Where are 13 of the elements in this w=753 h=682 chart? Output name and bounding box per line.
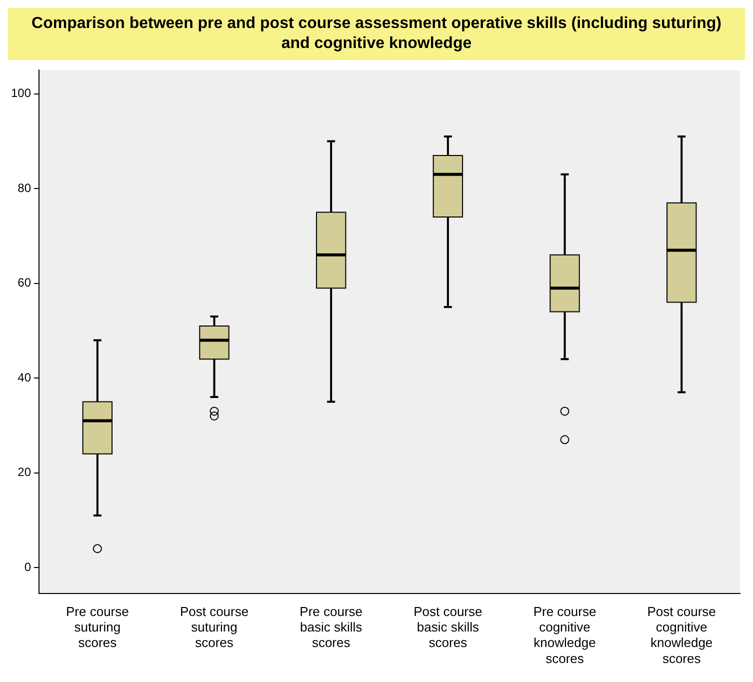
chart-title: Comparison between pre and post course assessment operative skills (including suturing) and cognitive knowledge [8,8,745,60]
x-tick-label: Pre course cognitive knowledge scores [533,604,596,666]
x-tick-label: Post course basic skills scores [414,604,482,650]
y-tick-label: 20 [18,465,32,480]
x-tick-label: Post course suturing scores [180,604,249,650]
x-tick-label: Pre course suturing scores [66,604,129,650]
y-tick-label: 60 [18,276,32,290]
y-tick-label: 100 [10,86,32,100]
y-tick-label: 0 [24,560,32,574]
x-tick-label: Post course cognitive knowledge scores [647,604,716,666]
y-tick-label: 40 [18,370,32,384]
x-tick-label: Pre course basic skills scores [300,604,363,650]
y-tick-label: 80 [18,180,32,195]
